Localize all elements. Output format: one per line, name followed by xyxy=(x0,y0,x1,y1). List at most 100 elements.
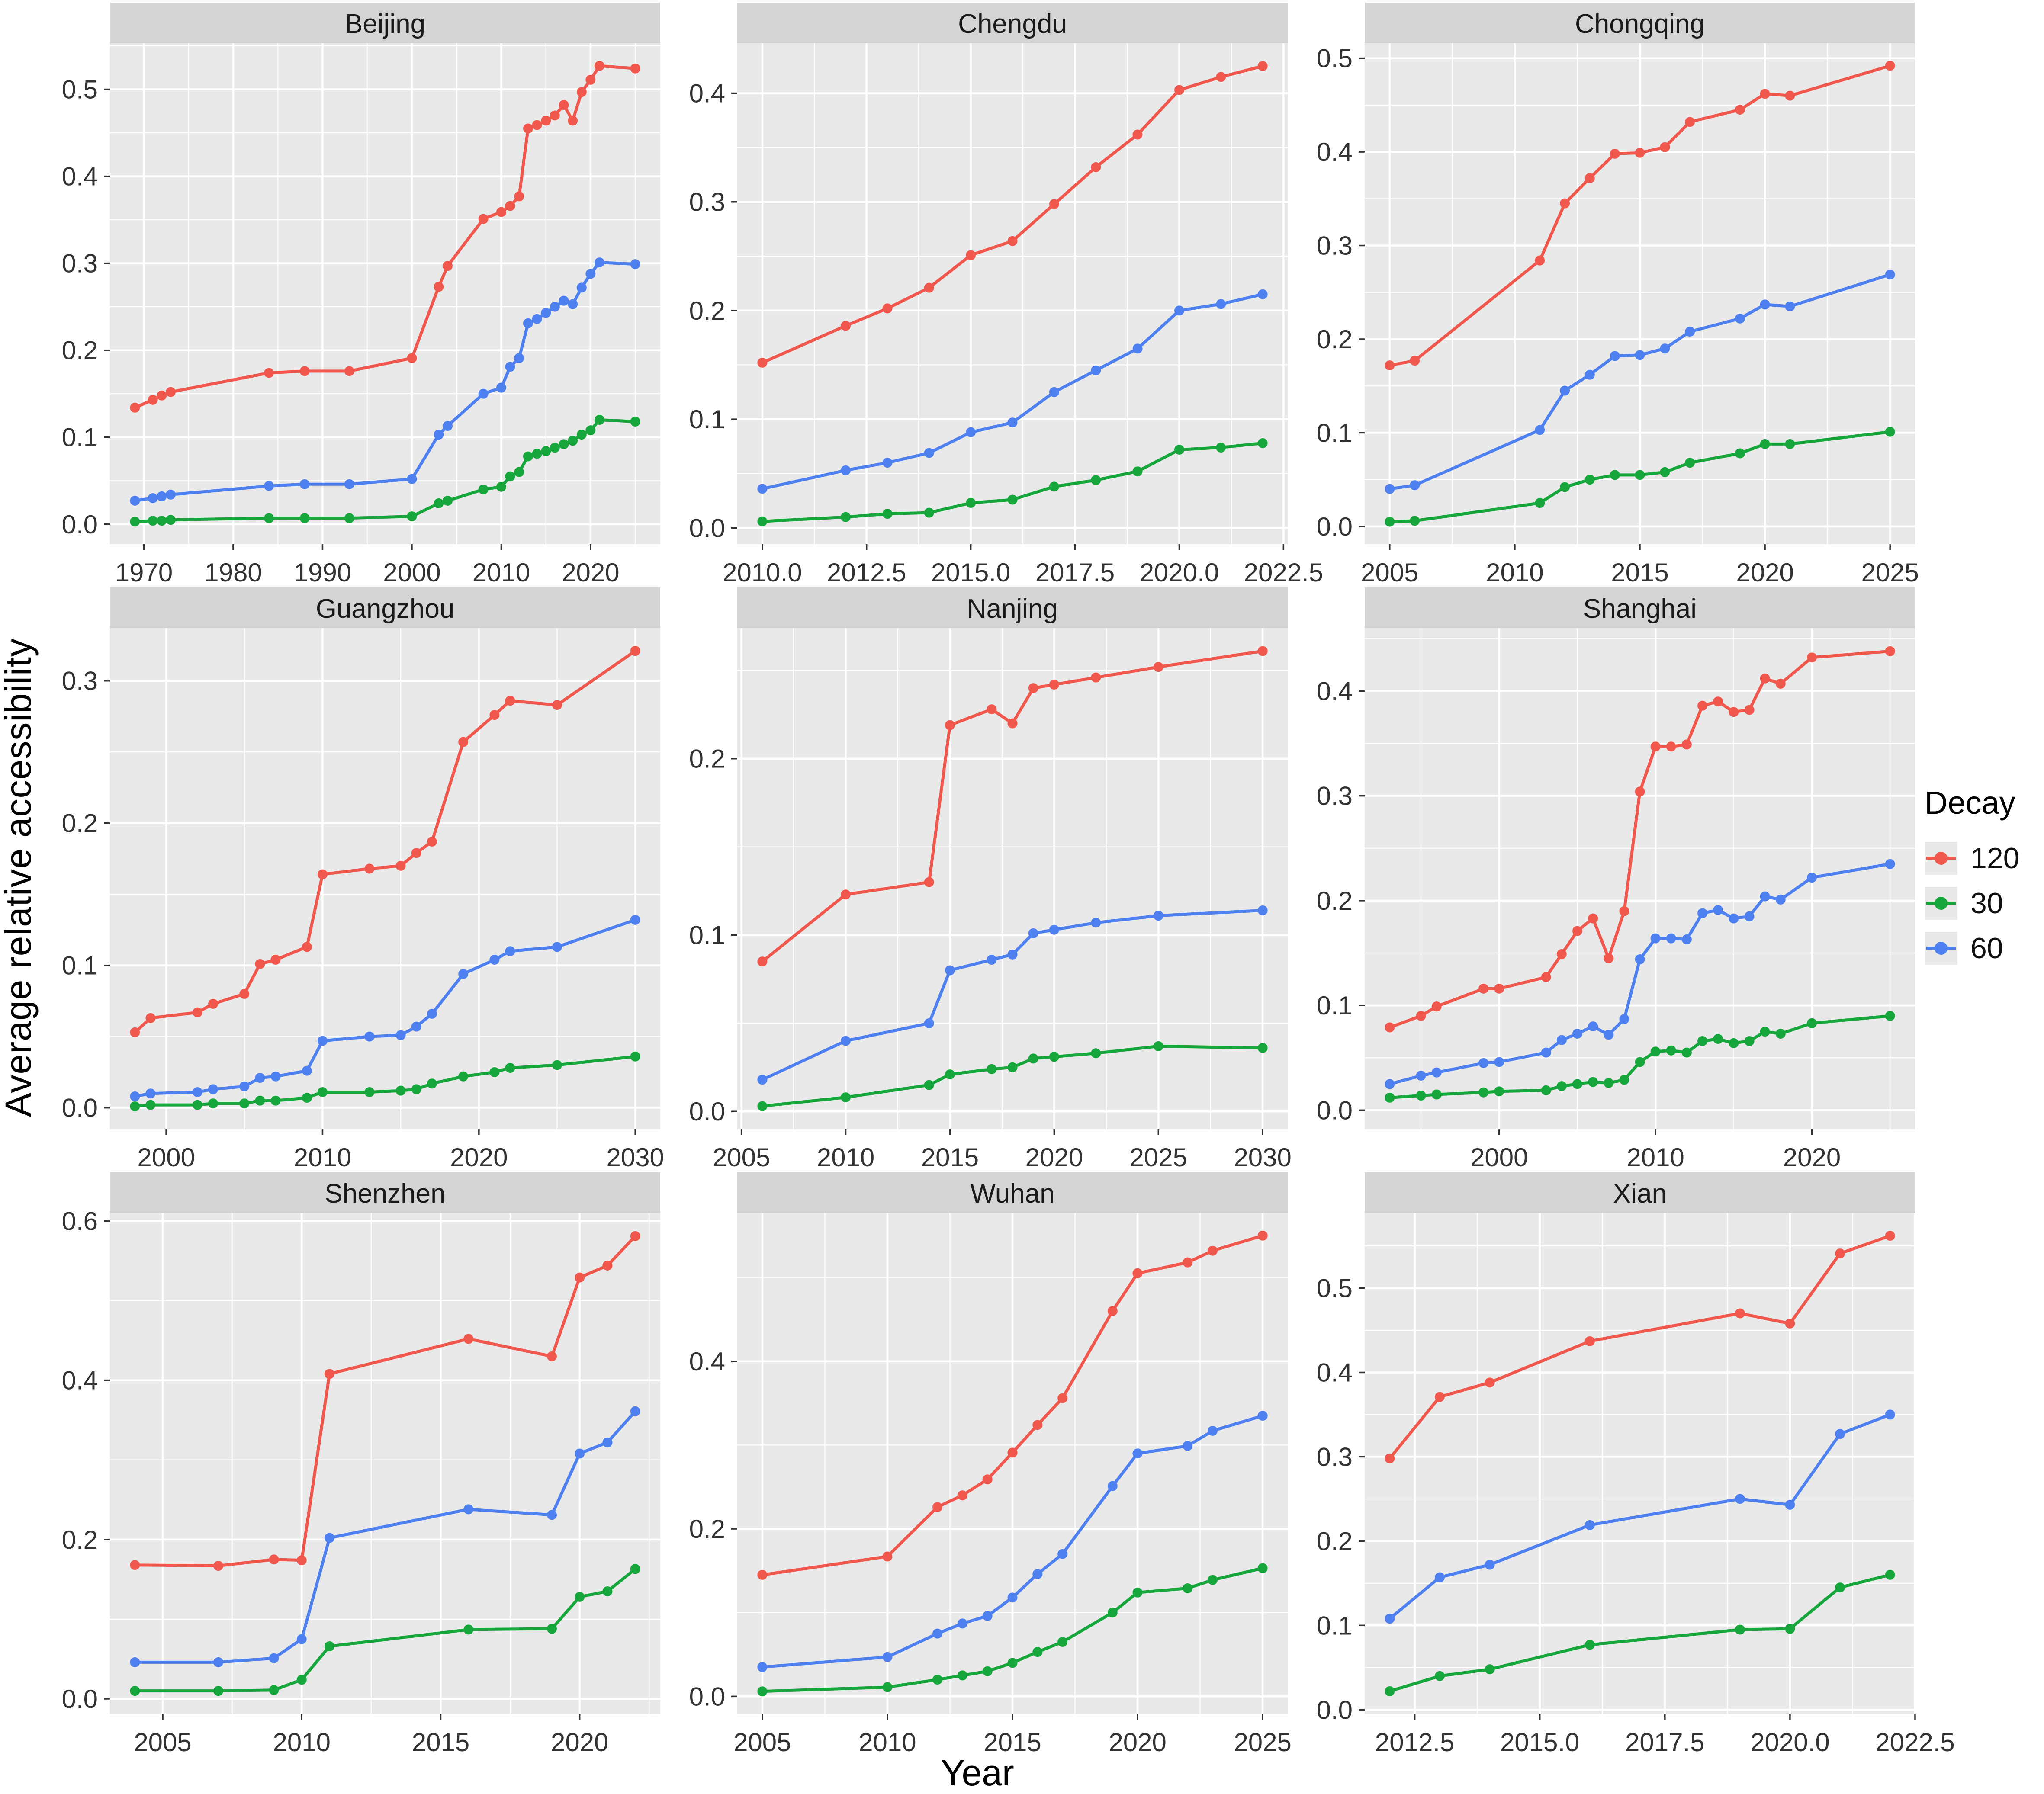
data-point-decay-120 xyxy=(532,120,542,130)
data-point-decay-120 xyxy=(882,303,893,314)
data-point-decay-60 xyxy=(1478,1058,1489,1068)
panel-xian: Xian 2012.5 2015.0 2017.5 2020.0 2022.5 0.0 0.1… xyxy=(1291,1170,1955,1757)
data-point-decay-60 xyxy=(1735,313,1745,324)
data-point-decay-120 xyxy=(630,646,640,656)
data-point-decay-60 xyxy=(325,1533,335,1543)
data-point-decay-120 xyxy=(270,955,281,965)
data-point-decay-60 xyxy=(882,1652,893,1662)
x-tick-label: 2017.5 xyxy=(1035,558,1115,587)
data-point-decay-60 xyxy=(344,479,354,489)
data-point-decay-30 xyxy=(1785,439,1795,449)
data-point-decay-60 xyxy=(1604,1030,1614,1040)
data-point-decay-30 xyxy=(1650,1046,1661,1057)
y-tick-label: 0.4 xyxy=(1317,138,1353,167)
data-point-decay-30 xyxy=(407,511,417,522)
data-point-decay-30 xyxy=(575,1592,585,1602)
data-point-decay-60 xyxy=(299,479,310,489)
data-point-decay-60 xyxy=(1049,387,1059,397)
legend-key-120-icon xyxy=(1925,841,1957,875)
data-point-decay-30 xyxy=(1257,1043,1268,1053)
data-point-decay-30 xyxy=(1584,475,1595,485)
data-point-decay-120 xyxy=(1183,1257,1193,1268)
data-point-decay-60 xyxy=(1183,1441,1193,1451)
data-point-decay-60 xyxy=(458,969,469,979)
data-point-decay-30 xyxy=(1713,1034,1723,1044)
data-point-decay-60 xyxy=(1697,908,1708,918)
x-tick-label: 2015.0 xyxy=(1500,1728,1580,1757)
y-tick-label: 0.3 xyxy=(1317,1442,1353,1471)
data-point-decay-60 xyxy=(924,1018,934,1028)
y-tick-label: 0.2 xyxy=(62,336,98,365)
data-point-decay-120 xyxy=(568,116,578,126)
data-point-decay-120 xyxy=(1760,673,1770,684)
data-point-decay-60 xyxy=(1635,954,1645,965)
data-point-decay-30 xyxy=(1107,1608,1118,1618)
data-point-decay-60 xyxy=(239,1081,250,1091)
data-point-decay-60 xyxy=(1132,1448,1143,1459)
data-point-decay-60 xyxy=(1885,270,1895,280)
data-point-decay-60 xyxy=(496,382,506,393)
y-tick-label: 0.1 xyxy=(62,423,98,452)
data-point-decay-60 xyxy=(1760,891,1770,902)
y-tick-label: 0.0 xyxy=(689,1097,725,1126)
y-tick-label: 0.5 xyxy=(1317,1274,1353,1303)
x-tick-label: 1980 xyxy=(204,558,262,587)
data-point-decay-30 xyxy=(559,439,569,449)
data-point-decay-120 xyxy=(1744,705,1755,715)
x-tick-label: 1970 xyxy=(115,558,173,587)
data-point-decay-30 xyxy=(427,1078,437,1089)
data-point-decay-60 xyxy=(1735,1494,1745,1504)
data-point-decay-30 xyxy=(395,1085,406,1096)
legend-key-60-icon xyxy=(1925,931,1957,965)
data-point-decay-30 xyxy=(841,512,851,522)
data-point-decay-30 xyxy=(757,1686,768,1697)
data-point-decay-120 xyxy=(1208,1245,1218,1256)
data-point-decay-60 xyxy=(489,955,500,965)
data-point-decay-120 xyxy=(1666,741,1676,752)
data-point-decay-60 xyxy=(1007,1592,1018,1603)
data-point-decay-120 xyxy=(1635,786,1645,797)
data-point-decay-30 xyxy=(364,1087,375,1097)
data-point-decay-30 xyxy=(145,1100,156,1110)
data-point-decay-30 xyxy=(1434,1671,1445,1681)
data-point-decay-120 xyxy=(302,942,312,952)
data-point-decay-30 xyxy=(1410,516,1420,526)
panel-strip xyxy=(110,587,660,628)
panel-shanghai: Shanghai 2000 2010 2020 0.0 0.1 0.2 0.3 0.4 xyxy=(1291,585,1919,1172)
data-point-decay-30 xyxy=(1584,1640,1595,1650)
y-tick-label: 0.3 xyxy=(62,249,98,278)
data-point-decay-60 xyxy=(552,942,562,952)
data-point-decay-60 xyxy=(1257,905,1268,915)
data-point-decay-60 xyxy=(1785,1500,1795,1510)
data-point-decay-60 xyxy=(1485,1560,1495,1570)
y-tick-label: 0.2 xyxy=(1317,325,1353,354)
panel-background xyxy=(110,628,660,1129)
panel-strip xyxy=(737,1172,1288,1213)
series-line-decay-30 xyxy=(1388,1573,1892,1693)
data-point-decay-60 xyxy=(478,388,489,399)
data-point-decay-120 xyxy=(1835,1248,1845,1259)
data-point-decay-30 xyxy=(1610,470,1620,480)
x-tick-label: 2012.5 xyxy=(827,558,906,587)
data-point-decay-60 xyxy=(1685,327,1695,337)
data-point-decay-60 xyxy=(630,259,640,270)
data-point-decay-30 xyxy=(546,1624,557,1634)
x-tick-label: 2020 xyxy=(1025,1143,1083,1172)
panel-title: Wuhan xyxy=(970,1179,1054,1209)
data-point-decay-30 xyxy=(630,417,640,427)
x-tick-label: 2020 xyxy=(562,558,619,587)
data-point-decay-60 xyxy=(630,915,640,925)
panel-plot-wuhan: Wuhan 2005 2010 2015 2020 2025 0.0 0.2 0.4 xyxy=(689,1172,1292,1757)
data-point-decay-120 xyxy=(1174,85,1184,95)
data-point-decay-30 xyxy=(568,436,578,446)
data-point-decay-60 xyxy=(1385,484,1395,494)
data-point-decay-60 xyxy=(364,1031,375,1042)
data-point-decay-30 xyxy=(130,517,140,527)
data-point-decay-60 xyxy=(1541,1047,1551,1058)
y-tick-label: 0.1 xyxy=(1317,991,1353,1020)
data-point-decay-120 xyxy=(344,366,354,376)
panel-plot-guangzhou: Guangzhou 2000 2010 2020 2030 0.0 0.1 0.2 0.3 xyxy=(62,587,664,1172)
data-point-decay-60 xyxy=(1584,369,1595,380)
data-point-decay-60 xyxy=(1416,1070,1426,1081)
